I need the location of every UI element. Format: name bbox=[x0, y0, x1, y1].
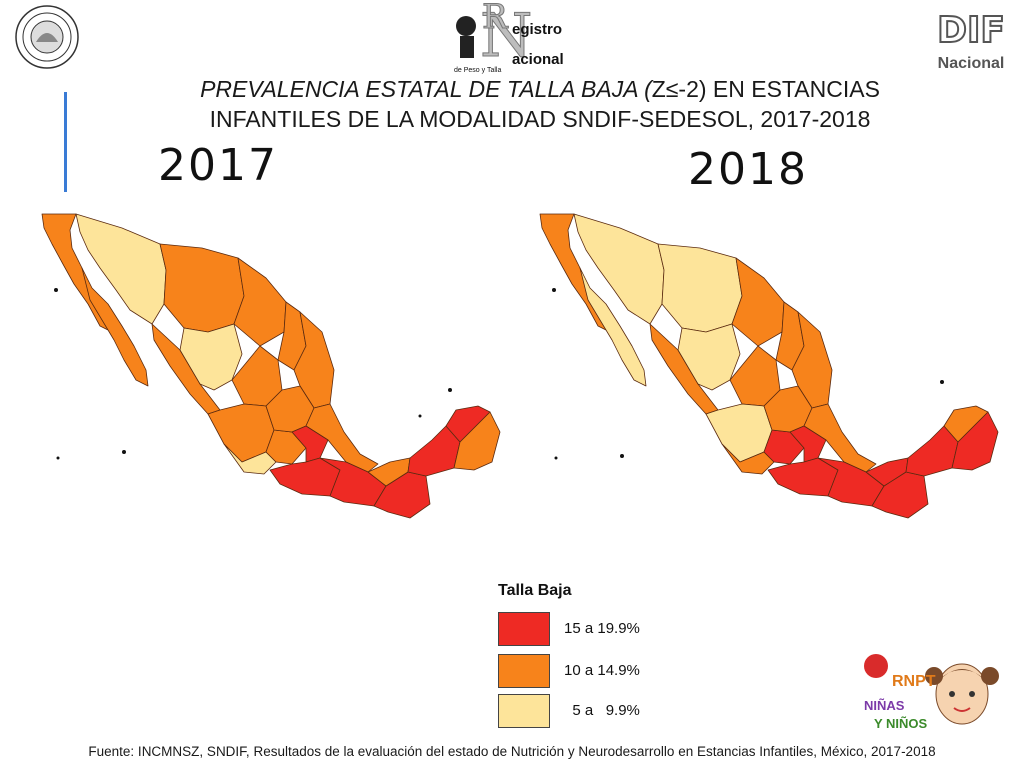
rnpt-logo-line3: de Peso y Talla bbox=[454, 67, 501, 74]
legend-label-high: 15 a 19.9% bbox=[564, 620, 640, 637]
legend-swatch-high bbox=[498, 612, 550, 646]
map-2018 bbox=[528, 200, 1008, 540]
year-label-2018: 2018 bbox=[688, 144, 808, 195]
source-footnote: Fuente: INCMNSZ, SNDIF, Resultados de la… bbox=[88, 744, 936, 759]
map-2017 bbox=[30, 200, 510, 530]
legend-swatch-low bbox=[498, 694, 550, 728]
institutional-seal-icon bbox=[14, 4, 80, 70]
mexico-map-icon bbox=[539, 213, 999, 519]
rnpt-logo-line1: egistro bbox=[512, 21, 562, 38]
rnpt-letter-n: N bbox=[480, 2, 533, 71]
rnpt-letter-r: R bbox=[482, 2, 509, 37]
kids-logo-line2: NIÑAS bbox=[864, 698, 905, 713]
rnpt-logo-line2: acional bbox=[512, 51, 564, 68]
mexico-map-icon bbox=[41, 213, 501, 519]
page-title: PREVALENCIA ESTATAL DE TALLA BAJA (Z≤-2)… bbox=[120, 74, 960, 134]
rnpt-kids-logo: RNPT NIÑAS Y NIÑOS bbox=[852, 644, 1000, 744]
legend-label-low: 5 a 9.9% bbox=[564, 702, 640, 719]
legend-label-mid: 10 a 14.9% bbox=[564, 662, 640, 679]
dif-nacional-logo: DIF Nacional bbox=[930, 8, 1012, 74]
legend-swatch-mid bbox=[498, 654, 550, 688]
registro-nacional-logo: N R egistro acional de Peso y Talla bbox=[440, 0, 580, 74]
kids-logo-line3: Y NIÑOS bbox=[874, 716, 928, 731]
title-line2: INFANTILES DE LA MODALIDAD SNDIF-SEDESOL… bbox=[209, 106, 871, 132]
title-italic: PREVALENCIA ESTATAL DE TALLA BAJA ( bbox=[200, 76, 652, 102]
kids-logo-title: RNPT bbox=[892, 673, 936, 690]
dif-logo-subtitle: Nacional bbox=[938, 55, 1005, 72]
legend-item-high: 15 a 19.9% bbox=[498, 612, 698, 648]
legend-item-mid: 10 a 14.9% bbox=[498, 654, 698, 690]
accent-line bbox=[64, 92, 67, 192]
dif-logo-text: DIF bbox=[937, 10, 1005, 51]
title-normal: Z≤-2) EN ESTANCIAS bbox=[651, 76, 880, 102]
legend-title: Talla Baja bbox=[498, 582, 572, 599]
map-legend: Talla Baja 15 a 19.9% 10 a 14.9% 5 a 9.9… bbox=[498, 582, 698, 732]
legend-item-low: 5 a 9.9% bbox=[498, 694, 698, 730]
year-label-2017: 2017 bbox=[158, 140, 278, 191]
